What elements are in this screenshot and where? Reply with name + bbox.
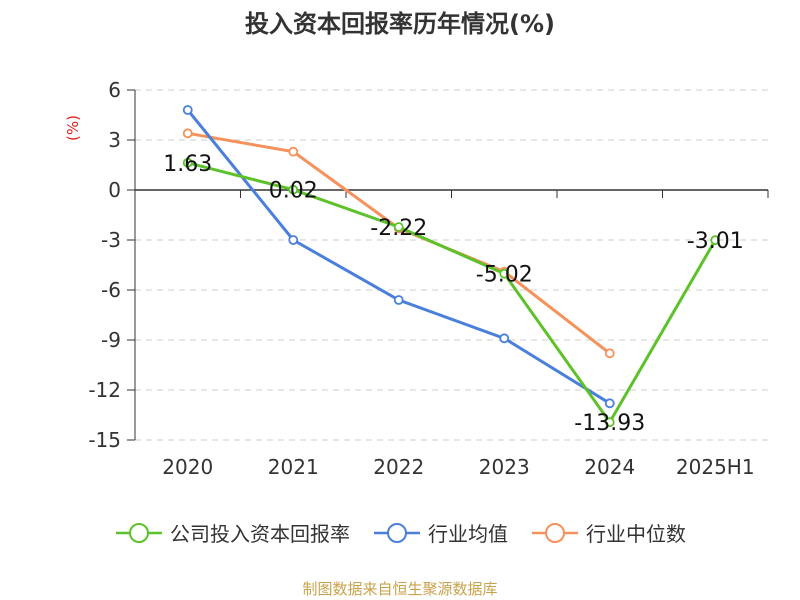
data-label: -3.01 [687,229,744,254]
data-point [182,105,193,115]
x-tick-label: 2022 [373,455,424,479]
data-label: 1.63 [163,152,212,177]
legend-marker-icon [374,522,420,543]
y-axis-label: (%) [64,115,82,141]
chart-title: 投入资本回报率历年情况(%) [245,10,555,38]
data-point [182,157,193,168]
data-label: -2.22 [370,216,427,241]
source-note: 制图数据来自恒生聚源数据库 [302,580,498,598]
axes: 6 3 0 -3 -6 -9 -12 -15 2020 2021 2022 2023 2024 2025H… [88,78,769,479]
data-labels: 1.63 0.02 -2.22 -5.02 -13.93 -3.01 [163,152,743,436]
data-point [288,235,299,245]
legend-item[interactable]: 公司投入资本回报率 [114,518,350,547]
y-tick-label: -6 [101,278,121,302]
series-line [187,131,611,355]
y-tick-label: 3 [108,128,121,152]
y-tick-label: 0 [108,178,121,202]
y-tick-label: -15 [88,428,121,452]
data-point [182,128,193,139]
y-tick-label: 6 [108,78,121,102]
y-tick-label: -9 [101,328,121,352]
legend-label: 行业均值 [428,522,508,546]
x-tick-label: 2023 [479,455,530,479]
legend-item[interactable]: 行业均值 [372,518,508,547]
x-tick-label: 2025H1 [676,455,755,479]
y-tick-label: -3 [101,228,121,252]
data-label: -5.02 [476,263,533,288]
data-point [499,333,510,344]
series-lines [182,105,721,428]
series-line [186,109,611,405]
legend-item[interactable]: 行业中位数 [530,518,686,547]
data-label: 0.02 [269,179,318,204]
data-point [393,222,404,232]
series-line [187,161,717,425]
data-point [604,348,615,359]
x-tick-label: 2021 [268,455,319,479]
legend-marker-icon [532,522,578,543]
legend: 公司投入资本回报率 行业均值 行业中位数 [0,518,800,547]
data-point [499,268,510,279]
data-point [604,398,615,409]
legend-label: 行业中位数 [586,522,686,546]
y-tick-label: -12 [88,378,121,402]
data-point [288,184,299,195]
x-tick-label: 2020 [162,455,213,479]
legend-marker-icon [116,522,162,543]
legend-label: 公司投入资本回报率 [170,522,350,546]
grid-lines [135,89,768,441]
data-point [604,417,615,428]
data-point [288,146,299,157]
x-tick-label: 2024 [584,455,635,479]
data-point [710,235,721,246]
data-label: -13.93 [574,411,645,436]
data-point [393,295,404,305]
